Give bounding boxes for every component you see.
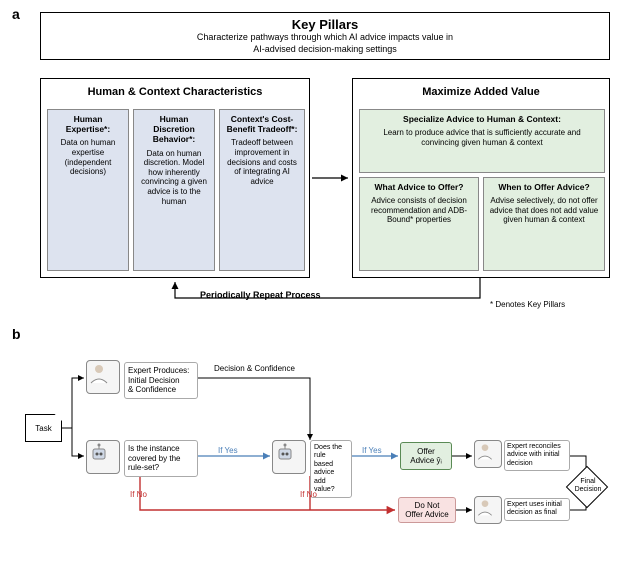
reconcile-text: Expert reconciles advice with initial de… [507, 443, 561, 467]
task-node: Task [25, 414, 62, 442]
robot-icon-1 [86, 440, 120, 474]
task-label: Task [35, 424, 51, 433]
q1-no-label: If No [130, 490, 147, 500]
do-not-offer-text: Do Not Offer Advice [405, 501, 448, 519]
offer-advice-box: Offer Advice ŷᵢ [400, 442, 452, 470]
q1-text: Is the instance covered by the rule-set? [128, 444, 180, 472]
robot-icon-2 [272, 440, 306, 474]
reconcile-box: Expert reconciles advice with initial de… [504, 440, 570, 471]
offer-advice-text: Offer Advice ŷᵢ [410, 447, 442, 465]
decision-confidence-label: Decision & Confidence [214, 364, 295, 374]
diagram-canvas: a Key Pillars Characterize pathways thro… [0, 0, 640, 564]
q2-yes-label: If Yes [362, 446, 382, 456]
expert-icon-2 [474, 440, 502, 468]
q1-yes-label: If Yes [218, 446, 238, 456]
use-initial-text: Expert uses initial decision as final [507, 501, 562, 516]
final-decision-text: Final Decision [570, 478, 606, 495]
expert-produces-text: Expert Produces: Initial Decision & Conf… [128, 366, 189, 394]
expert-icon-1 [86, 360, 120, 394]
q1-box: Is the instance covered by the rule-set? [124, 440, 198, 477]
expert-icon-3 [474, 496, 502, 524]
do-not-offer-box: Do Not Offer Advice [398, 497, 456, 523]
use-initial-box: Expert uses initial decision as final [504, 498, 570, 521]
expert-produces-box: Expert Produces: Initial Decision & Conf… [124, 362, 198, 399]
q2-no-label: If No [300, 490, 317, 500]
q2-text: Does the rule based advice add value? [314, 444, 342, 493]
